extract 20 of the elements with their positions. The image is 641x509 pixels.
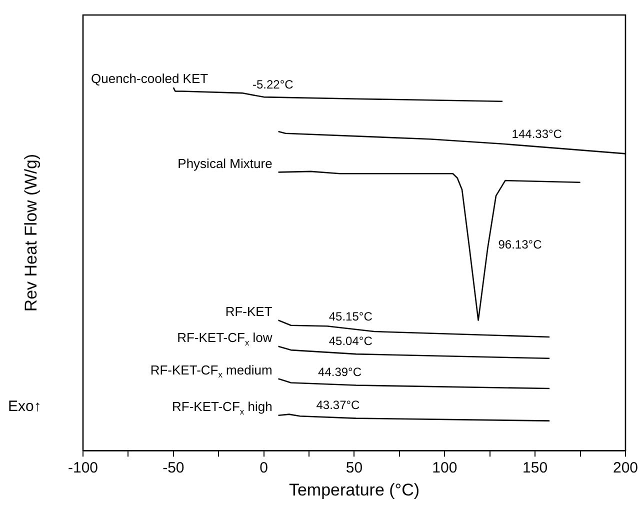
series-label: Quench-cooled KET (91, 71, 208, 86)
x-tick-label: -50 (162, 460, 184, 477)
annotation: 45.04°C (328, 334, 373, 348)
x-tick-label: 0 (260, 460, 268, 477)
x-tick-label: -100 (68, 460, 98, 477)
annotation: 144.33°C (512, 127, 562, 142)
y-axis-title: Rev Heat Flow (W/g) (22, 154, 41, 312)
x-tick-label: 50 (346, 460, 363, 477)
annotation: 96.13°C (498, 237, 542, 252)
annotation: -5.22°C (252, 77, 294, 92)
text: Exo↑ (8, 398, 42, 416)
series-label: Physical Mixture (178, 156, 272, 171)
annotation: 45.15°C (328, 309, 373, 324)
annotation: 43.37°C (316, 398, 360, 412)
x-tick-label: 150 (522, 460, 548, 477)
series-label: RF-KET (225, 304, 272, 319)
x-axis-title: Temperature (°C) (288, 480, 420, 500)
x-tick-label: 100 (432, 460, 458, 477)
x-tick-label: 200 (612, 460, 638, 477)
annotation: 44.39°C (318, 364, 362, 379)
